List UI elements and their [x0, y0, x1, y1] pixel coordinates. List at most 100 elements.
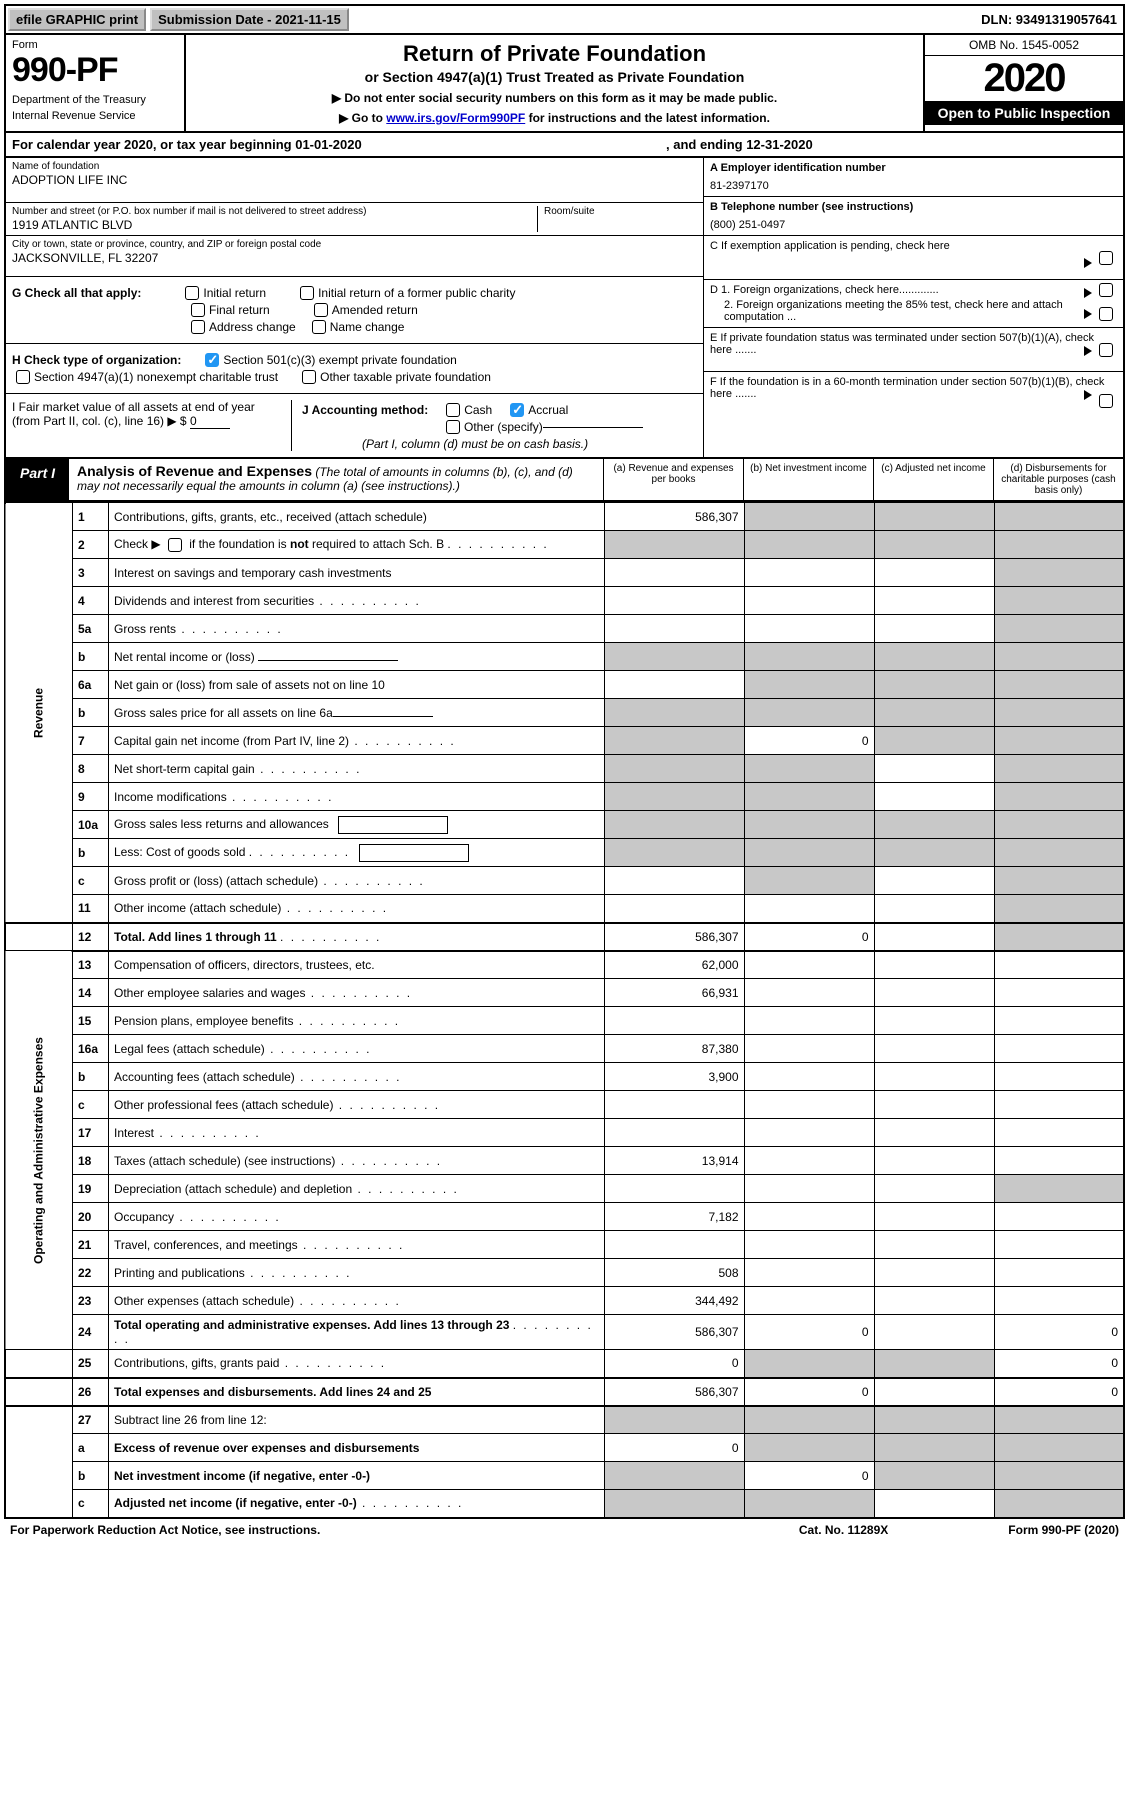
efile-print-button[interactable]: efile GRAPHIC print — [8, 8, 146, 31]
checkbox-60month[interactable] — [1099, 394, 1113, 408]
opt-accrual: Accrual — [528, 403, 568, 417]
d2-label: 2. Foreign organizations meeting the 85%… — [724, 299, 1063, 323]
checkbox-4947[interactable] — [16, 370, 30, 384]
line-num: 6a — [73, 671, 109, 699]
checkbox-other-taxable[interactable] — [302, 370, 316, 384]
ein-label: A Employer identification number — [710, 162, 886, 174]
line-num: b — [73, 1063, 109, 1091]
line-desc: Depreciation (attach schedule) and deple… — [109, 1175, 605, 1203]
line-num: 9 — [73, 783, 109, 811]
checkbox-foreign-org[interactable] — [1099, 283, 1113, 297]
amt-b: 0 — [744, 727, 874, 755]
line-desc: Taxes (attach schedule) (see instruction… — [109, 1147, 605, 1175]
table-row: 15Pension plans, employee benefits — [5, 1007, 1124, 1035]
line-desc: Other income (attach schedule) — [109, 895, 605, 923]
table-row: 18Taxes (attach schedule) (see instructi… — [5, 1147, 1124, 1175]
tax-year: 2020 — [925, 56, 1123, 101]
phone-label: B Telephone number (see instructions) — [710, 201, 913, 213]
line-num: a — [73, 1434, 109, 1462]
irs-link[interactable]: www.irs.gov/Form990PF — [386, 111, 525, 125]
form-number: 990-PF — [12, 51, 178, 90]
line-desc: Net investment income (if negative, ente… — [109, 1462, 605, 1490]
opt-other-taxable: Other taxable private foundation — [320, 370, 491, 384]
line-num: b — [73, 699, 109, 727]
room-label: Room/suite — [544, 206, 697, 217]
table-row: 4Dividends and interest from securities — [5, 587, 1124, 615]
opt-501c3: Section 501(c)(3) exempt private foundat… — [223, 353, 456, 367]
amt-d: 0 — [994, 1350, 1124, 1378]
entity-info: Name of foundation ADOPTION LIFE INC Num… — [4, 158, 1125, 459]
opt-other-method: Other (specify) — [464, 420, 543, 434]
revenue-side-label: Revenue — [5, 503, 73, 923]
table-row: cGross profit or (loss) (attach schedule… — [5, 867, 1124, 895]
col-c-header: (c) Adjusted net income — [873, 459, 993, 500]
amt-b: 0 — [744, 1462, 874, 1490]
checkbox-amended[interactable] — [314, 303, 328, 317]
line-desc: Occupancy — [109, 1203, 605, 1231]
checkbox-final-return[interactable] — [191, 303, 205, 317]
amt-a: 0 — [604, 1434, 744, 1462]
checkbox-status-terminated[interactable] — [1099, 343, 1113, 357]
line-num: 1 — [73, 503, 109, 531]
line-desc: Total expenses and disbursements. Add li… — [109, 1378, 605, 1406]
line-num: 10a — [73, 811, 109, 839]
line-num: 27 — [73, 1406, 109, 1434]
dln-number: DLN: 93491319057641 — [975, 10, 1123, 29]
line-num: b — [73, 643, 109, 671]
page-footer: For Paperwork Reduction Act Notice, see … — [4, 1519, 1125, 1541]
table-row: 21Travel, conferences, and meetings — [5, 1231, 1124, 1259]
table-row: bGross sales price for all assets on lin… — [5, 699, 1124, 727]
line-num: 2 — [73, 531, 109, 559]
checkbox-cash[interactable] — [446, 403, 460, 417]
checkbox-85pct-test[interactable] — [1099, 307, 1113, 321]
amt-a: 62,000 — [604, 951, 744, 979]
opt-4947: Section 4947(a)(1) nonexempt charitable … — [34, 370, 278, 384]
line-desc: Check ▶ if the foundation is not require… — [109, 531, 605, 559]
checkbox-501c3[interactable] — [205, 353, 219, 367]
line-num: 16a — [73, 1035, 109, 1063]
line-desc: Gross sales less returns and allowances — [109, 811, 605, 839]
amt-d: 0 — [994, 1378, 1124, 1406]
irs-label: Internal Revenue Service — [12, 110, 178, 122]
line-desc: Travel, conferences, and meetings — [109, 1231, 605, 1259]
line-num: 20 — [73, 1203, 109, 1231]
opt-final-return: Final return — [209, 303, 270, 317]
line-desc: Other expenses (attach schedule) — [109, 1287, 605, 1315]
line-desc: Gross rents — [109, 615, 605, 643]
e-label: E If private foundation status was termi… — [710, 332, 1094, 356]
line-num: 15 — [73, 1007, 109, 1035]
table-row: 12Total. Add lines 1 through 11 586,3070 — [5, 923, 1124, 951]
table-row: bAccounting fees (attach schedule)3,900 — [5, 1063, 1124, 1091]
line-num: 22 — [73, 1259, 109, 1287]
checkbox-exemption-pending[interactable] — [1099, 251, 1113, 265]
table-row: 16aLegal fees (attach schedule)87,380 — [5, 1035, 1124, 1063]
checkbox-initial-former[interactable] — [300, 286, 314, 300]
line-num: c — [73, 867, 109, 895]
checkbox-address-change[interactable] — [191, 320, 205, 334]
checkbox-other-method[interactable] — [446, 420, 460, 434]
checkbox-initial-return[interactable] — [185, 286, 199, 300]
amt-a: 87,380 — [604, 1035, 744, 1063]
line-num: 7 — [73, 727, 109, 755]
footer-left: For Paperwork Reduction Act Notice, see … — [10, 1523, 320, 1537]
form-subtitle: or Section 4947(a)(1) Trust Treated as P… — [192, 69, 917, 85]
line-num: 17 — [73, 1119, 109, 1147]
checkbox-name-change[interactable] — [312, 320, 326, 334]
line-num: b — [73, 839, 109, 867]
line-desc: Other employee salaries and wages — [109, 979, 605, 1007]
foundation-name-label: Name of foundation — [12, 161, 697, 172]
line-desc: Contributions, gifts, grants, etc., rece… — [109, 503, 605, 531]
checkbox-sch-b[interactable] — [168, 538, 182, 552]
expenses-side-label: Operating and Administrative Expenses — [5, 951, 73, 1350]
opt-amended: Amended return — [332, 303, 418, 317]
table-row: 10aGross sales less returns and allowanc… — [5, 811, 1124, 839]
line-desc: Subtract line 26 from line 12: — [109, 1406, 605, 1434]
line-desc: Excess of revenue over expenses and disb… — [109, 1434, 605, 1462]
amt-a: 0 — [604, 1350, 744, 1378]
table-row: 19Depreciation (attach schedule) and dep… — [5, 1175, 1124, 1203]
line-num: 24 — [73, 1315, 109, 1350]
line-desc: Capital gain net income (from Part IV, l… — [109, 727, 605, 755]
table-row: 14Other employee salaries and wages66,93… — [5, 979, 1124, 1007]
cal-begin: For calendar year 2020, or tax year begi… — [12, 137, 362, 152]
checkbox-accrual[interactable] — [510, 403, 524, 417]
